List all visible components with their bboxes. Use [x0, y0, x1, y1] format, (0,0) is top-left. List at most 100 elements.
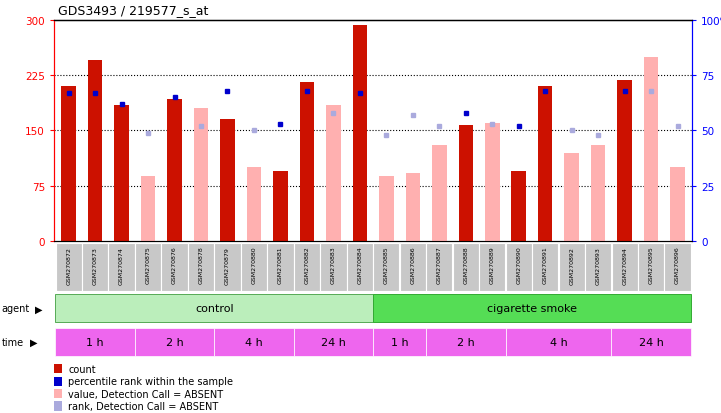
Bar — [320, 244, 347, 291]
Text: value, Detection Call = ABSENT: value, Detection Call = ABSENT — [68, 389, 224, 399]
Text: 4 h: 4 h — [245, 337, 263, 347]
Text: GSM270872: GSM270872 — [66, 246, 71, 284]
Text: GSM270885: GSM270885 — [384, 246, 389, 284]
Text: GSM270875: GSM270875 — [146, 246, 151, 284]
Text: 24 h: 24 h — [639, 337, 663, 347]
Text: 1 h: 1 h — [391, 337, 408, 347]
Text: GSM270884: GSM270884 — [358, 246, 363, 284]
Text: GSM270886: GSM270886 — [410, 246, 415, 284]
Bar — [459, 126, 473, 242]
Bar — [56, 244, 81, 291]
Bar — [565, 153, 579, 242]
Bar — [294, 244, 320, 291]
Bar — [479, 244, 505, 291]
Text: time: time — [1, 337, 24, 347]
Bar — [220, 120, 235, 242]
Bar — [141, 177, 155, 242]
Bar — [617, 81, 632, 242]
Text: cigarette smoke: cigarette smoke — [487, 304, 577, 314]
Text: GSM270873: GSM270873 — [92, 246, 97, 284]
Bar — [267, 244, 293, 291]
Bar — [347, 244, 373, 291]
Text: GSM270874: GSM270874 — [119, 246, 124, 284]
Bar — [405, 174, 420, 242]
Text: 24 h: 24 h — [321, 337, 346, 347]
Bar — [88, 61, 102, 242]
Text: GSM270894: GSM270894 — [622, 246, 627, 284]
Text: count: count — [68, 364, 96, 374]
Bar — [56, 295, 373, 323]
Text: GSM270896: GSM270896 — [675, 246, 680, 284]
Bar — [611, 328, 691, 356]
Text: percentile rank within the sample: percentile rank within the sample — [68, 376, 234, 386]
Text: rank, Detection Call = ABSENT: rank, Detection Call = ABSENT — [68, 401, 218, 411]
Text: agent: agent — [1, 304, 30, 314]
Bar — [54, 364, 62, 373]
Text: GDS3493 / 219577_s_at: GDS3493 / 219577_s_at — [58, 4, 208, 17]
Bar — [54, 377, 62, 386]
Text: GSM270887: GSM270887 — [437, 246, 442, 284]
Text: ▶: ▶ — [35, 304, 42, 314]
Text: GSM270881: GSM270881 — [278, 246, 283, 284]
Text: GSM270888: GSM270888 — [464, 246, 468, 284]
Bar — [373, 295, 691, 323]
Bar — [54, 401, 62, 411]
Bar — [273, 172, 288, 242]
Text: GSM270882: GSM270882 — [304, 246, 309, 284]
Bar — [214, 244, 241, 291]
Bar — [108, 244, 135, 291]
Bar — [54, 389, 62, 398]
Bar — [373, 244, 399, 291]
Bar — [644, 57, 658, 242]
Bar — [485, 124, 500, 242]
Bar — [426, 244, 452, 291]
Bar — [432, 146, 446, 242]
Bar — [353, 26, 367, 242]
Bar — [115, 105, 129, 242]
Bar — [188, 244, 214, 291]
Bar — [293, 328, 373, 356]
Text: GSM270890: GSM270890 — [516, 246, 521, 284]
Bar — [194, 109, 208, 242]
Bar — [611, 244, 638, 291]
Bar — [505, 244, 532, 291]
Bar — [638, 244, 664, 291]
Bar — [82, 244, 108, 291]
Bar — [379, 177, 394, 242]
Bar — [511, 172, 526, 242]
Text: GSM270889: GSM270889 — [490, 246, 495, 284]
Bar — [61, 87, 76, 242]
Text: GSM270880: GSM270880 — [252, 246, 257, 284]
Text: control: control — [195, 304, 234, 314]
Bar — [665, 244, 691, 291]
Text: GSM270891: GSM270891 — [543, 246, 548, 284]
Bar — [585, 244, 611, 291]
Text: ▶: ▶ — [30, 337, 37, 347]
Bar — [247, 168, 261, 242]
Bar — [453, 244, 479, 291]
Bar — [532, 244, 558, 291]
Bar — [326, 105, 341, 242]
Text: GSM270895: GSM270895 — [649, 246, 654, 284]
Bar — [591, 146, 606, 242]
Bar — [214, 328, 293, 356]
Text: GSM270883: GSM270883 — [331, 246, 336, 284]
Text: 1 h: 1 h — [87, 337, 104, 347]
Text: GSM270879: GSM270879 — [225, 246, 230, 284]
Bar — [505, 328, 611, 356]
Bar — [559, 244, 585, 291]
Text: GSM270878: GSM270878 — [198, 246, 203, 284]
Bar — [56, 328, 135, 356]
Bar — [135, 244, 162, 291]
Bar — [373, 328, 426, 356]
Bar — [538, 87, 552, 242]
Text: 2 h: 2 h — [457, 337, 474, 347]
Text: GSM270876: GSM270876 — [172, 246, 177, 284]
Bar — [300, 83, 314, 242]
Bar — [671, 168, 685, 242]
Text: 2 h: 2 h — [166, 337, 183, 347]
Bar — [426, 328, 505, 356]
Bar — [135, 328, 214, 356]
Text: GSM270892: GSM270892 — [569, 246, 574, 284]
Text: 4 h: 4 h — [549, 337, 567, 347]
